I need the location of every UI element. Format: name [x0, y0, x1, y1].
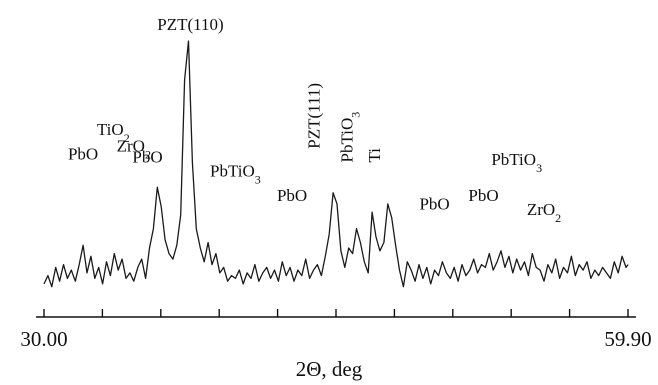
- annotation-text: PZT(111): [304, 83, 323, 149]
- peak-annotation: PZT(111): [304, 83, 323, 149]
- peak-annotation: PbTiO3: [491, 150, 542, 175]
- annotation-text: ZrO: [527, 200, 555, 219]
- x-tick-label: 30.00: [20, 327, 67, 351]
- annotation-text: PbTiO: [210, 161, 255, 180]
- x-axis-label: 2Θ, deg: [296, 357, 363, 381]
- peak-annotation: ZrO2: [527, 200, 561, 225]
- annotation-text: PbTiO: [491, 150, 536, 169]
- peak-annotation: ZrO2: [117, 136, 151, 161]
- peak-annotation: PbO: [468, 186, 498, 205]
- x-axis: 30.00 59.90: [20, 309, 652, 351]
- x-tick-label: 59.90: [604, 327, 651, 351]
- annotation-text: Ti: [365, 148, 384, 163]
- annotation-subscript: 3: [536, 161, 542, 175]
- annotation-text: PbO: [419, 194, 449, 213]
- peak-annotation: PZT(110): [157, 15, 223, 34]
- peak-annotation: Ti: [365, 148, 384, 163]
- annotation-subscript: 2: [124, 131, 130, 145]
- series-line: [43, 40, 629, 288]
- annotation-subscript: 2: [145, 147, 151, 161]
- plot-area: [43, 40, 629, 288]
- peak-annotation: PbO: [419, 194, 449, 213]
- annotation-text: PbO: [277, 186, 307, 205]
- annotation-subscript: 2: [555, 211, 561, 225]
- peak-annotation: TiO2: [97, 120, 130, 145]
- annotation-text: PbO: [68, 145, 98, 164]
- annotation-text: PZT(110): [157, 15, 223, 34]
- annotation-subscript: 3: [255, 172, 261, 186]
- peak-annotation: PbO: [132, 148, 162, 167]
- annotation-text: PbO: [468, 186, 498, 205]
- annotation-text: ZrO: [117, 136, 145, 155]
- peak-annotation: PbTiO3: [338, 112, 363, 163]
- peak-annotation: PbO: [277, 186, 307, 205]
- annotation-text: TiO: [97, 120, 124, 139]
- peak-annotation: PbTiO3: [210, 161, 261, 186]
- peak-annotation: PbO: [68, 145, 98, 164]
- annotation-text: PbTiO: [338, 118, 357, 163]
- annotation-text: PbO: [132, 148, 162, 167]
- annotation-subscript: 3: [349, 112, 363, 118]
